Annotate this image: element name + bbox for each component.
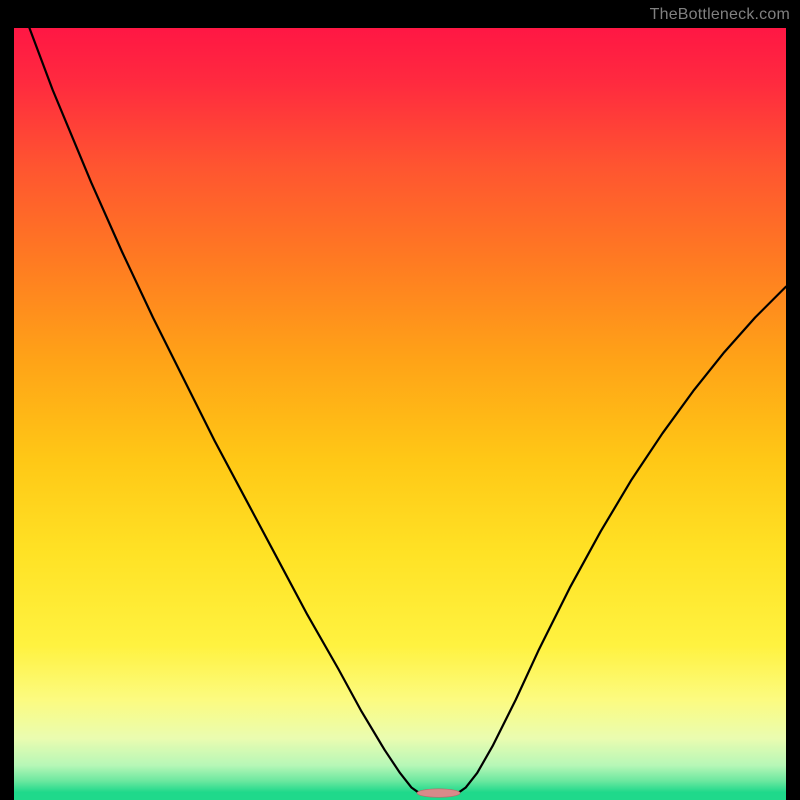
chart-svg <box>14 28 786 800</box>
plot-area <box>14 28 786 800</box>
chart-frame: TheBottleneck.com <box>0 0 800 800</box>
watermark-label: TheBottleneck.com <box>650 6 790 24</box>
gradient-background <box>14 28 786 800</box>
optimum-marker <box>417 789 460 798</box>
